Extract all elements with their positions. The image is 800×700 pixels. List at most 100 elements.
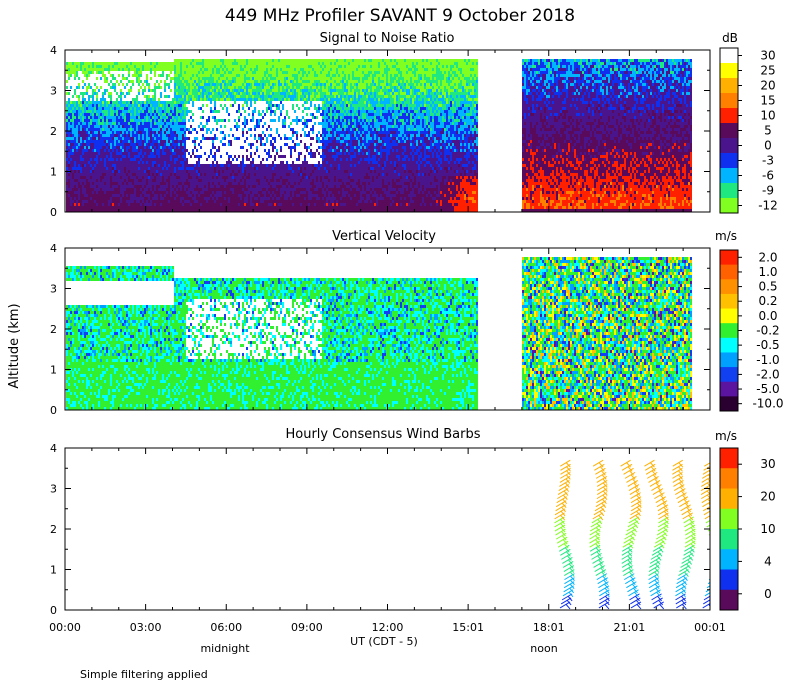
snr-cell — [174, 128, 176, 131]
snr-cell — [102, 185, 104, 188]
snr-cell — [200, 185, 202, 188]
snr-cell — [226, 194, 228, 197]
snr-cell — [134, 170, 136, 173]
snr-cell — [142, 65, 144, 68]
snr-cell — [126, 206, 128, 209]
snr-cell — [92, 119, 94, 122]
snr-cell — [82, 101, 84, 104]
snr-cell — [192, 185, 194, 188]
snr-cell — [300, 164, 302, 167]
snr-cell — [260, 161, 262, 164]
snr-cell — [108, 134, 110, 137]
snr-cell — [186, 107, 188, 110]
snr-cell — [196, 137, 198, 140]
snr-cell — [128, 152, 130, 155]
snr-cell — [102, 116, 104, 119]
snr-cell — [176, 71, 178, 74]
snr-cell — [230, 74, 232, 77]
snr-cell — [118, 110, 120, 113]
snr-cell — [86, 89, 88, 92]
snr-cell — [192, 191, 194, 194]
snr-cell — [294, 185, 296, 188]
snr-cell — [130, 164, 132, 167]
snr-cell — [142, 194, 144, 197]
snr-cell — [74, 134, 76, 137]
snr-cell — [110, 140, 112, 143]
snr-cell — [252, 185, 254, 188]
snr-cell — [268, 134, 270, 137]
snr-cell — [136, 62, 138, 65]
snr-cell — [164, 128, 166, 131]
snr-cell — [248, 209, 250, 212]
snr-cell — [166, 83, 168, 86]
snr-cell — [302, 161, 304, 164]
snr-cell — [280, 71, 282, 74]
snr-cell — [292, 182, 294, 185]
snr-cell — [272, 188, 274, 191]
snr-cell — [262, 59, 264, 62]
snr-cell — [148, 170, 150, 173]
snr-cell — [256, 125, 258, 128]
snr-cell — [136, 140, 138, 143]
snr-cell — [208, 71, 210, 74]
snr-cell — [190, 197, 192, 200]
snr-cell — [96, 143, 98, 146]
snr-cell — [288, 197, 290, 200]
snr-cell — [154, 131, 156, 134]
snr-cell — [302, 89, 304, 92]
snr-cell — [126, 173, 128, 176]
snr-cell — [128, 146, 130, 149]
snr-cell — [178, 143, 180, 146]
snr-cell — [194, 59, 196, 62]
snr-cell — [242, 92, 244, 95]
snr-cell — [234, 86, 236, 89]
snr-cell — [250, 185, 252, 188]
snr-cell — [242, 203, 244, 206]
snr-cell — [178, 188, 180, 191]
snr-cell — [234, 206, 236, 209]
snr-cell — [82, 86, 84, 89]
snr-cell — [284, 155, 286, 158]
snr-cell — [192, 80, 194, 83]
snr-cell — [286, 167, 288, 170]
snr-cell — [120, 89, 122, 92]
snr-cell — [144, 62, 146, 65]
snr-cell — [200, 92, 202, 95]
snr-cell — [160, 188, 162, 191]
snr-cell — [88, 101, 90, 104]
snr-cell — [308, 182, 310, 185]
snr-cell — [274, 113, 276, 116]
snr-cell — [86, 185, 88, 188]
snr-cell — [180, 77, 182, 80]
snr-cell — [128, 167, 130, 170]
snr-cell — [218, 80, 220, 83]
snr-cell — [76, 65, 78, 68]
snr-cell — [152, 203, 154, 206]
snr-cell — [154, 194, 156, 197]
snr-cell — [118, 191, 120, 194]
snr-cell — [182, 80, 184, 83]
snr-cell — [162, 176, 164, 179]
snr-cell — [70, 113, 72, 116]
snr-cell — [246, 188, 248, 191]
snr-cell — [80, 179, 82, 182]
snr-cell — [214, 152, 216, 155]
snr-cell — [78, 182, 80, 185]
snr-cell — [190, 89, 192, 92]
snr-cell — [200, 194, 202, 197]
snr-cell — [112, 149, 114, 152]
snr-cell — [274, 188, 276, 191]
snr-cell — [262, 164, 264, 167]
snr-cell — [90, 197, 92, 200]
snr-cell — [176, 125, 178, 128]
snr-cell — [282, 65, 284, 68]
snr-cell — [160, 137, 162, 140]
snr-cell — [130, 125, 132, 128]
snr-cell — [82, 206, 84, 209]
snr-cell — [252, 83, 254, 86]
snr-cell — [248, 167, 250, 170]
snr-cell — [210, 170, 212, 173]
snr-cell — [90, 206, 92, 209]
snr-cell — [270, 74, 272, 77]
snr-cell — [258, 62, 260, 65]
